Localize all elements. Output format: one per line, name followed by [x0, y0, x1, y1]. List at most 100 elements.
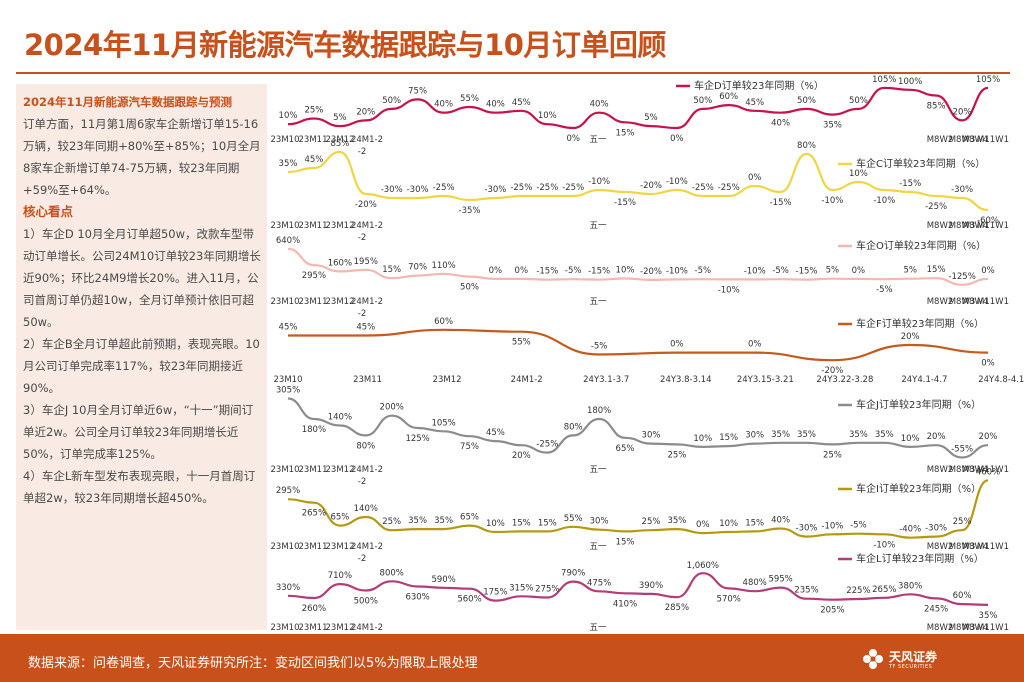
car-j-x-tick-label: 24M1-2	[351, 465, 383, 475]
car-c-x-tick-label: M8W3	[949, 221, 976, 231]
car-j-data-label: -25%	[536, 440, 558, 450]
car-o-x-tick-label: 23M12	[326, 297, 355, 307]
car-o-data-label: 50%	[460, 283, 479, 293]
company-logo: 天风证券 TF SECURITIES	[862, 648, 944, 672]
car-d-data-label: 55%	[460, 94, 479, 104]
car-o-data-label: 0%	[515, 266, 529, 276]
car-j-data-label: 20%	[927, 432, 946, 442]
car-l-data-label: 630%	[405, 593, 429, 603]
car-o-data-label: 5%	[903, 266, 917, 276]
car-f-x-tick-label: 23M11	[353, 375, 382, 385]
car-f-x-tick-label: 24Y3.15-3.21	[737, 375, 794, 385]
car-d-data-label: 40%	[771, 119, 790, 129]
car-l-data-label: 260%	[302, 604, 326, 614]
car-d-legend-label: 车企D订单较23年同期（%）	[694, 79, 824, 92]
car-c-data-label: -20%	[355, 200, 377, 210]
car-i-data-label: -5%	[850, 521, 867, 531]
car-l-data-label: 315%	[509, 583, 533, 593]
car-j-series-line	[287, 397, 989, 459]
car-i-x-tick-label: M8W4	[962, 542, 989, 552]
car-d-x-tick-label: 23M10	[271, 135, 300, 145]
car-i-data-label: 265%	[302, 509, 326, 519]
car-c-x-tick-label: M11W1	[977, 221, 1009, 231]
car-d-data-label: 105%	[976, 75, 1000, 85]
car-d-data-label: 45%	[745, 98, 764, 108]
car-i-data-label: -10%	[821, 521, 843, 531]
car-o-x-tick-label: 五一	[589, 297, 607, 307]
car-i-data-label: 25%	[642, 517, 661, 527]
car-i-x-tick-label: M11W1	[977, 542, 1009, 552]
car-o-legend-label: 车企O订单较23年同期（%）	[856, 239, 986, 252]
car-j-data-label: 35%	[771, 430, 790, 440]
car-j-data-label: 20%	[512, 451, 531, 461]
car-i-data-label: -30%	[796, 524, 818, 534]
car-j-data-label: 10%	[901, 434, 920, 444]
car-o-x-tick-label-continued: -2	[358, 309, 366, 319]
car-c-data-label: -25%	[562, 183, 584, 193]
car-f-data-label: 45%	[356, 323, 375, 333]
car-c-data-label: -20%	[640, 181, 662, 191]
car-l-data-label: 500%	[354, 597, 378, 607]
car-j-data-label: 35%	[875, 430, 894, 440]
car-c-data-label: -25%	[510, 183, 532, 193]
page-title: 2024年11月新能源汽车数据跟踪与10月订单回顾	[24, 28, 666, 62]
car-f-data-label: 0%	[981, 359, 995, 369]
car-d-x-tick-label: 五一	[589, 135, 607, 145]
car-d-x-tick-label: M11W1	[977, 135, 1009, 145]
car-i-series-line	[287, 479, 989, 539]
car-l-data-label: 790%	[561, 569, 585, 579]
car-j-data-label: 75%	[460, 442, 479, 452]
car-l-data-label: 285%	[665, 603, 689, 613]
car-o-data-label: 295%	[302, 271, 326, 281]
car-j-x-tick-label: M8W3	[949, 465, 976, 475]
car-j-data-label: 305%	[276, 386, 300, 396]
car-d-x-tick-label: 24M1-2	[351, 135, 383, 145]
car-l-data-label: 595%	[768, 575, 792, 585]
car-o-data-label: 195%	[354, 257, 378, 267]
car-o-data-label: -15%	[796, 267, 818, 277]
car-i-x-tick-label: M8W3	[949, 542, 976, 552]
car-j-data-label: 80%	[356, 441, 375, 451]
car-o-data-label: -15%	[588, 267, 610, 277]
title-divider	[16, 72, 1010, 74]
car-c-data-label: -25%	[692, 183, 714, 193]
car-c-data-label: -15%	[770, 198, 792, 208]
car-o-data-label: -10%	[718, 285, 740, 295]
car-j-data-label: 200%	[380, 403, 404, 413]
car-o-data-label: 0%	[852, 266, 866, 276]
car-j-data-label: 80%	[564, 422, 583, 432]
car-f-x-tick-label: 23M12	[433, 375, 462, 385]
car-f-data-label: 0%	[670, 340, 684, 350]
car-f-data-label: 45%	[279, 323, 298, 333]
car-i-data-label: 30%	[590, 517, 609, 527]
car-j-data-label: 20%	[979, 432, 998, 442]
car-j-data-label: 45%	[486, 428, 505, 438]
car-f-series-line	[288, 328, 989, 362]
car-d-data-label: 0%	[670, 134, 684, 144]
car-i-data-label: 140%	[354, 504, 378, 514]
car-c-x-tick-label: 23M10	[271, 221, 300, 231]
car-o-data-label: -20%	[640, 267, 662, 277]
car-d-x-tick-label: M8W4	[962, 135, 989, 145]
car-d-data-label: 75%	[408, 86, 427, 96]
car-o-x-tick-label: 23M11	[299, 297, 328, 307]
car-j-x-tick-label: 23M12	[326, 465, 355, 475]
car-c-legend-label: 车企C订单较23年同期（%）	[856, 157, 985, 170]
car-f-data-label: 20%	[901, 332, 920, 342]
car-i-data-label: 460%	[976, 467, 1000, 477]
footer-source-note: 数据来源：问卷调查，天风证券研究所注：变动区间我们以5%为限取上限处理	[28, 656, 478, 671]
car-c-data-label: -15%	[899, 179, 921, 189]
left-point-2: 2）车企B全月订单超此前预期，表现亮眼。10月公司订单完成率117%，较23年同…	[23, 337, 260, 395]
car-d-data-label: 35%	[823, 121, 842, 131]
car-o-data-label: 15%	[382, 265, 401, 275]
car-o-x-tick-label: M11W1	[977, 297, 1009, 307]
car-o-x-tick-label: M8W4	[962, 297, 989, 307]
car-i-data-label: 15%	[538, 518, 557, 528]
car-d-data-label: 85%	[927, 102, 946, 112]
car-c-series-line	[287, 150, 989, 212]
car-i-x-tick-label: 23M10	[271, 542, 300, 552]
car-f-x-tick-label: 23M10	[274, 375, 303, 385]
car-c-data-label: -60%	[977, 216, 999, 226]
car-d-data-label: 100%	[898, 77, 922, 87]
car-c-x-tick-label: 23M12	[326, 221, 355, 231]
